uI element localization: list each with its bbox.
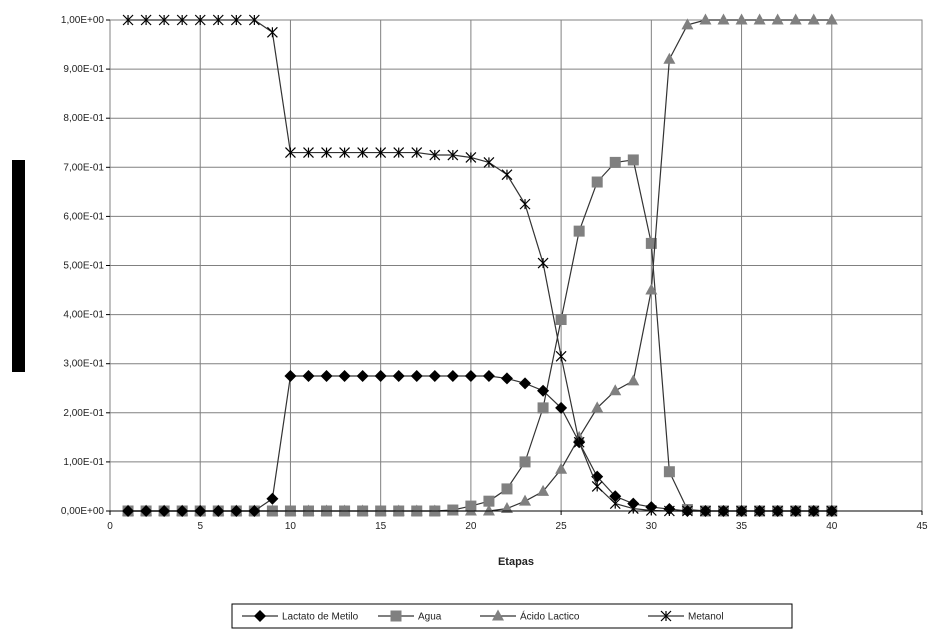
data-point-agua bbox=[592, 177, 603, 188]
legend-marker-agua bbox=[391, 611, 402, 622]
y-tick-label: 4,00E-01 bbox=[63, 310, 104, 321]
legend-label: Metanol bbox=[688, 612, 724, 623]
data-point-acido-lactico bbox=[736, 14, 748, 25]
y-tick-label: 9,00E-01 bbox=[63, 64, 104, 75]
legend-label: Ácido Lactico bbox=[520, 610, 580, 623]
legend-label: Agua bbox=[418, 612, 442, 623]
data-point-agua bbox=[501, 483, 512, 494]
y-tick-label: 0,00E+00 bbox=[61, 506, 105, 517]
x-axis-title: Etapas bbox=[498, 556, 534, 568]
data-point-agua bbox=[556, 314, 567, 325]
y-tick-label: 6,00E-01 bbox=[63, 211, 104, 222]
data-point-acido-lactico bbox=[718, 14, 730, 25]
y-tick-label: 1,00E-01 bbox=[63, 457, 104, 468]
y-axis-ticks: 0,00E+00 1,00E-01 2,00E-01 3,00E-01 4,00E-01… bbox=[61, 15, 110, 517]
x-axis-ticks: 0 5 10 15 20 25 30 35 40 45 bbox=[107, 511, 928, 532]
data-point-agua bbox=[664, 466, 675, 477]
x-tick-label: 40 bbox=[826, 521, 838, 532]
data-point-acido-lactico bbox=[699, 14, 711, 25]
legend-item-lactato-de-metilo: Lactato de Metilo bbox=[242, 610, 359, 623]
data-point-acido-lactico bbox=[754, 14, 766, 25]
x-tick-label: 0 bbox=[107, 521, 113, 532]
y-tick-label: 7,00E-01 bbox=[63, 162, 104, 173]
data-point-agua bbox=[538, 402, 549, 413]
data-point-acido-lactico bbox=[826, 14, 838, 25]
data-point-agua bbox=[610, 157, 621, 168]
x-tick-label: 10 bbox=[285, 521, 297, 532]
data-point-acido-lactico bbox=[790, 14, 802, 25]
legend: Lactato de Metilo Agua Ácido Lactico Metano… bbox=[232, 604, 792, 628]
data-point-acido-lactico bbox=[772, 14, 784, 25]
x-tick-label: 5 bbox=[197, 521, 203, 532]
data-point-agua bbox=[520, 456, 531, 467]
x-tick-label: 30 bbox=[646, 521, 658, 532]
data-point-agua bbox=[574, 226, 585, 237]
y-tick-label: 8,00E-01 bbox=[63, 113, 104, 124]
x-tick-label: 25 bbox=[556, 521, 568, 532]
data-point-acido-lactico bbox=[808, 14, 820, 25]
data-point-agua bbox=[628, 154, 639, 165]
y-tick-label: 5,00E-01 bbox=[63, 261, 104, 272]
y-tick-label: 1,00E+00 bbox=[61, 15, 105, 26]
y-tick-label: 3,00E-01 bbox=[63, 359, 104, 370]
x-tick-label: 35 bbox=[736, 521, 748, 532]
x-tick-label: 20 bbox=[465, 521, 477, 532]
legend-label: Lactato de Metilo bbox=[282, 612, 359, 623]
x-tick-label: 45 bbox=[916, 521, 928, 532]
y-tick-label: 2,00E-01 bbox=[63, 408, 104, 419]
x-tick-label: 15 bbox=[375, 521, 387, 532]
